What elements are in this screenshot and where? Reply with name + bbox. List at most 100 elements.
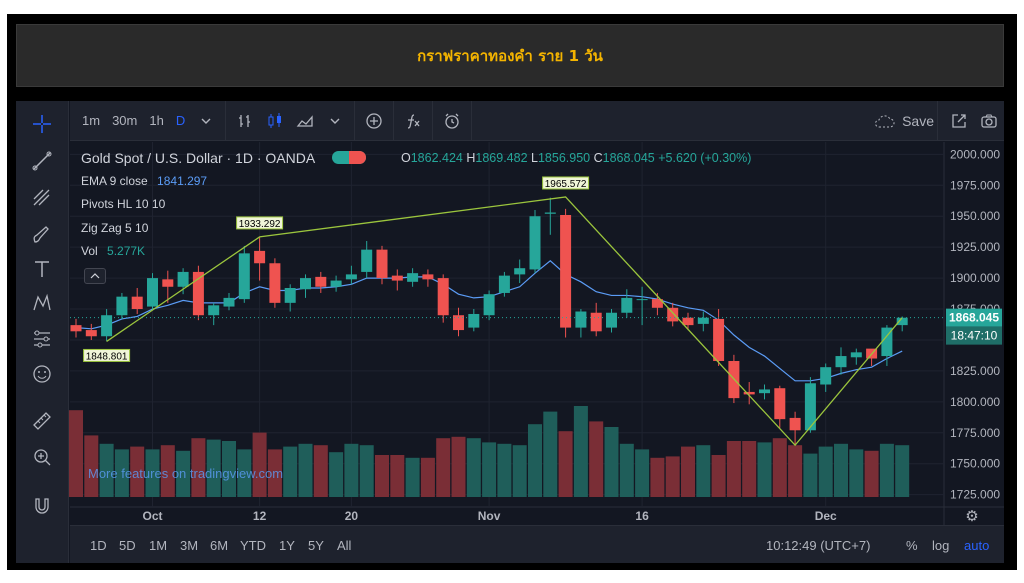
candle-body bbox=[254, 250, 266, 264]
x-tick-label: Oct bbox=[142, 509, 162, 523]
volume-bar bbox=[130, 446, 145, 497]
volume-bar bbox=[696, 445, 711, 497]
y-tick-label: 1725.000 bbox=[950, 488, 1000, 502]
interval-30m[interactable]: 30m bbox=[112, 113, 138, 128]
last-price-value: 1868.045 bbox=[949, 311, 999, 325]
range-1m[interactable]: 1M bbox=[149, 538, 168, 553]
candle-body bbox=[330, 280, 342, 287]
range-5y[interactable]: 5Y bbox=[308, 538, 324, 553]
candle-body bbox=[361, 249, 373, 272]
candle-body bbox=[208, 305, 220, 316]
volume-bar bbox=[879, 443, 894, 497]
range-ytd[interactable]: YTD bbox=[240, 538, 266, 553]
prediction-tool-icon[interactable] bbox=[29, 326, 55, 352]
candle-body bbox=[804, 383, 816, 431]
volume-legend[interactable]: Vol 5.277K bbox=[81, 244, 146, 258]
volume-bar bbox=[711, 455, 726, 497]
range-6m[interactable]: 6M bbox=[210, 538, 229, 553]
volume-bar bbox=[145, 449, 160, 497]
toolbar-divider bbox=[937, 100, 938, 141]
countdown-tag bbox=[946, 326, 1002, 345]
candle-body bbox=[223, 297, 235, 307]
ruler-icon[interactable] bbox=[29, 408, 55, 434]
range-3m[interactable]: 3M bbox=[180, 538, 199, 553]
volume-bar bbox=[834, 443, 848, 497]
auto-scale-toggle[interactable]: auto bbox=[964, 538, 990, 553]
volume-bar bbox=[405, 457, 420, 497]
symbol-legend[interactable]: Gold Spot / U.S. Dollar · 1D · OANDA bbox=[81, 150, 367, 166]
settings-gear-icon[interactable]: ⚙ bbox=[965, 507, 978, 525]
candle-body bbox=[850, 352, 862, 358]
area-chart-icon[interactable] bbox=[290, 101, 320, 141]
snapshot-camera-icon[interactable] bbox=[974, 101, 1004, 141]
interval-1m[interactable]: 1m bbox=[82, 113, 101, 128]
pivot-label-box bbox=[542, 176, 590, 190]
open-value: 1862.424 bbox=[410, 151, 463, 165]
candles-chart-icon[interactable] bbox=[260, 101, 290, 141]
toolbar-divider bbox=[354, 100, 356, 141]
candle-body bbox=[147, 278, 158, 307]
candle-body bbox=[743, 391, 755, 395]
volume-bar bbox=[359, 445, 374, 497]
ema-legend[interactable]: EMA 9 close 1841.297 bbox=[81, 174, 208, 188]
x-tick-label: Nov bbox=[478, 509, 501, 523]
volume-bar bbox=[558, 431, 573, 497]
text-tool-icon[interactable] bbox=[29, 256, 55, 282]
y-tick-label: 1975.000 bbox=[950, 178, 1000, 192]
volume-bar bbox=[681, 446, 695, 497]
volume-bar bbox=[84, 435, 99, 497]
range-5d[interactable]: 5D bbox=[119, 538, 136, 553]
clock-timezone[interactable]: 10:12:49 (UTC+7) bbox=[766, 538, 871, 553]
candle-body bbox=[697, 317, 709, 324]
ohlc-values: O1862.424 H1869.482 L1856.950 C1868.045 … bbox=[401, 151, 752, 165]
percent-scale-toggle[interactable]: % bbox=[906, 538, 918, 553]
price-chart[interactable]: 1725.000 1750.000 1775.000 1800.000 1825.000… bbox=[16, 101, 1004, 563]
zigzag-legend[interactable]: Zig Zag 5 10 bbox=[81, 221, 149, 235]
tradingview-watermark[interactable]: More features on tradingview.com bbox=[88, 466, 284, 481]
interval-dropdown-chevron-icon[interactable] bbox=[191, 101, 221, 141]
volume-bar bbox=[803, 453, 818, 497]
pattern-tool-icon[interactable] bbox=[29, 290, 55, 316]
log-scale-toggle[interactable]: log bbox=[932, 538, 950, 553]
candle-body bbox=[131, 296, 143, 310]
pivots-legend[interactable]: Pivots HL 10 10 bbox=[81, 197, 166, 211]
range-1y[interactable]: 1Y bbox=[279, 538, 295, 553]
interval-d[interactable]: D bbox=[175, 113, 186, 128]
candle-body bbox=[820, 367, 832, 385]
interval-1h[interactable]: 1h bbox=[149, 113, 164, 128]
candle-body bbox=[345, 274, 357, 280]
indicators-fx-icon[interactable] bbox=[398, 101, 428, 141]
range-all[interactable]: All bbox=[337, 538, 352, 553]
pivot-label-box bbox=[83, 348, 131, 362]
volume-bar bbox=[99, 443, 114, 497]
candle-body bbox=[835, 356, 847, 368]
magnet-icon[interactable] bbox=[29, 493, 55, 519]
low-value: 1856.950 bbox=[537, 151, 591, 165]
volume-bar bbox=[635, 449, 650, 497]
volume-bar bbox=[451, 436, 466, 497]
emoji-icon[interactable] bbox=[29, 361, 55, 387]
chart-type-chevron-icon[interactable] bbox=[320, 101, 350, 141]
brush-icon[interactable] bbox=[29, 222, 55, 248]
fullscreen-popout-icon[interactable] bbox=[944, 101, 974, 141]
alert-clock-icon[interactable] bbox=[437, 101, 467, 141]
toolbar-divider bbox=[393, 100, 395, 141]
candle-body bbox=[453, 315, 464, 331]
zoom-in-icon[interactable] bbox=[29, 444, 55, 470]
candle-body bbox=[300, 278, 311, 290]
bars-chart-icon[interactable] bbox=[230, 101, 260, 141]
volume-bar bbox=[206, 439, 221, 497]
compare-add-icon[interactable] bbox=[359, 101, 389, 141]
candle-body bbox=[774, 388, 786, 420]
volume-bar bbox=[329, 452, 344, 497]
fib-tools-icon[interactable] bbox=[29, 185, 55, 211]
x-tick-label: 20 bbox=[345, 509, 359, 523]
range-1d[interactable]: 1D bbox=[90, 538, 107, 553]
collapse-legend-button[interactable] bbox=[84, 268, 106, 284]
volume-bar bbox=[420, 457, 435, 497]
trend-line-icon[interactable] bbox=[29, 148, 55, 174]
volume-bar bbox=[69, 410, 83, 497]
crosshair-icon[interactable] bbox=[29, 111, 55, 137]
candle-body bbox=[636, 299, 648, 301]
save-button[interactable]: Save bbox=[872, 101, 934, 141]
